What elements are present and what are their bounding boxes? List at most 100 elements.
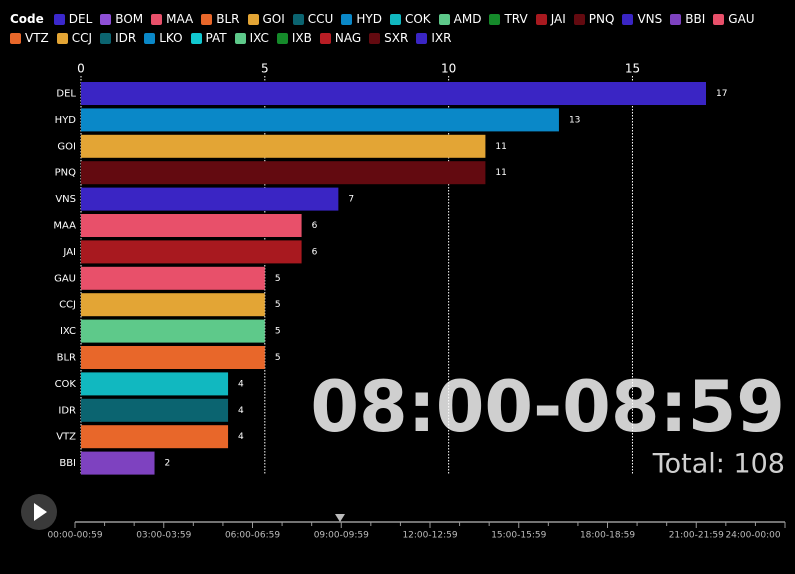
y-tick-label: PNQ xyxy=(55,168,77,179)
legend-item[interactable]: BOM xyxy=(100,11,143,28)
value-label: 6 xyxy=(312,221,318,231)
legend-item[interactable]: NAG xyxy=(319,30,361,47)
timeline-handle[interactable] xyxy=(335,514,345,522)
legend-item[interactable]: BLR xyxy=(201,11,240,28)
timeline-tick-label: 06:00-06:59 xyxy=(225,531,280,541)
value-label: 17 xyxy=(716,89,727,99)
timeline-tick-label: 24:00-00:00 xyxy=(725,531,780,541)
legend-label: DEL xyxy=(68,12,93,26)
y-tick-label: GOI xyxy=(57,141,76,152)
legend-label: GAU xyxy=(728,12,755,26)
legend-swatch xyxy=(144,33,156,44)
value-label: 5 xyxy=(275,300,281,310)
bar xyxy=(81,187,339,211)
play-button[interactable] xyxy=(21,494,57,530)
legend-label: IXR xyxy=(431,31,452,45)
legend-item[interactable]: VNS xyxy=(622,11,662,28)
legend-item[interactable]: GAU xyxy=(713,11,755,28)
legend-label: VTZ xyxy=(25,31,49,45)
legend-label: BLR xyxy=(216,12,240,26)
bar xyxy=(81,293,265,317)
legend-item[interactable]: VTZ xyxy=(10,30,49,47)
x-tick-label: 10 xyxy=(441,62,456,76)
legend-label: LKO xyxy=(159,31,183,45)
legend-item[interactable]: IXC xyxy=(234,30,269,47)
bar xyxy=(81,319,265,343)
bar xyxy=(81,266,265,290)
timeline-tick-label: 09:00-09:59 xyxy=(314,531,369,541)
legend-item[interactable]: COK xyxy=(389,11,431,28)
timeline-tick-label: 12:00-12:59 xyxy=(402,531,457,541)
legend-item[interactable]: CCJ xyxy=(56,30,92,47)
value-label: 7 xyxy=(348,195,354,205)
legend-item[interactable]: JAI xyxy=(535,11,566,28)
bar xyxy=(81,240,302,264)
timeline-tick-label: 03:00-03:59 xyxy=(136,531,191,541)
legend-item[interactable]: PNQ xyxy=(573,11,614,28)
play-icon[interactable] xyxy=(34,503,47,521)
legend-item[interactable]: PAT xyxy=(190,30,227,47)
y-tick-label: VTZ xyxy=(56,432,76,443)
legend-swatch xyxy=(247,14,259,25)
legend-swatch xyxy=(100,14,112,25)
legend-label: BBI xyxy=(685,12,706,26)
legend-swatch xyxy=(389,14,401,25)
total-label: Total: 108 xyxy=(652,449,785,480)
y-tick-label: JAI xyxy=(62,247,76,258)
legend-swatch xyxy=(369,33,381,44)
timeline-tick-label: 00:00-00:59 xyxy=(47,531,102,541)
value-label: 4 xyxy=(238,379,244,389)
legend-item[interactable]: HYD xyxy=(341,11,382,28)
legend-swatch xyxy=(10,33,21,44)
bar xyxy=(81,161,486,185)
legend-swatch xyxy=(190,33,202,44)
legend-item[interactable]: DEL xyxy=(53,11,93,28)
legend-item[interactable]: LKO xyxy=(144,30,183,47)
legend-swatch xyxy=(535,14,547,25)
legend-item[interactable]: IDR xyxy=(100,30,136,47)
y-tick-label: IXC xyxy=(60,326,76,337)
legend-item[interactable]: SXR xyxy=(369,30,408,47)
legend-label: IXB xyxy=(291,31,312,45)
bar xyxy=(81,372,229,396)
legend-item[interactable]: AMD xyxy=(438,11,481,28)
timeline-tick-label: 15:00-15:59 xyxy=(491,531,546,541)
legend-item[interactable]: MAA xyxy=(151,11,193,28)
value-label: 13 xyxy=(569,115,580,125)
bar xyxy=(81,451,155,475)
legend-swatch xyxy=(151,14,163,25)
legend-item[interactable]: BBI xyxy=(670,11,705,28)
value-label: 4 xyxy=(238,406,244,416)
bar xyxy=(81,398,229,422)
value-label: 5 xyxy=(275,274,281,284)
y-tick-label: BLR xyxy=(57,353,76,364)
time-label: 08:00-08:59 xyxy=(310,366,785,448)
legend: Code DEL BOM MAA BLR GOI CCU HYD COK AMD TRV JAI PN… xyxy=(10,11,785,47)
legend-swatch xyxy=(341,14,353,25)
x-tick-label: 5 xyxy=(261,62,269,76)
x-tick-label: 15 xyxy=(625,62,640,76)
legend-item[interactable]: IXB xyxy=(276,30,312,47)
timeline-tick-label: 18:00-18:59 xyxy=(580,531,635,541)
legend-label: SXR xyxy=(384,31,409,45)
bar xyxy=(81,82,706,105)
legend-label: BOM xyxy=(115,12,144,26)
legend-swatch xyxy=(53,14,65,25)
value-label: 6 xyxy=(312,247,318,257)
legend-swatch xyxy=(438,14,450,25)
legend-item[interactable]: IXR xyxy=(416,30,451,47)
legend-swatch xyxy=(319,33,331,44)
legend-label: TRV xyxy=(504,12,528,26)
value-label: 2 xyxy=(165,459,171,469)
legend-swatch xyxy=(100,33,112,44)
legend-label: COK xyxy=(404,12,431,26)
legend-label: IDR xyxy=(115,31,137,45)
bar xyxy=(81,134,486,158)
value-label: 11 xyxy=(495,168,506,178)
legend-item[interactable]: CCU xyxy=(292,11,333,28)
bar xyxy=(81,214,302,237)
y-tick-label: HYD xyxy=(55,115,77,126)
legend-item[interactable]: TRV xyxy=(489,11,528,28)
legend-item[interactable]: GOI xyxy=(247,11,285,28)
